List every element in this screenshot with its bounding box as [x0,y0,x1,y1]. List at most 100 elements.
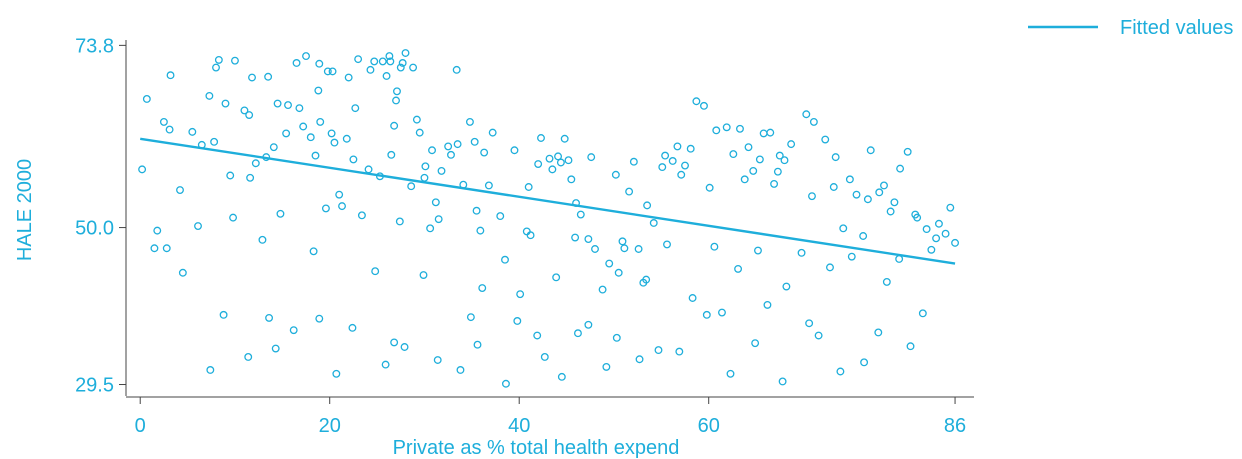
data-point [385,52,394,61]
data-point [328,67,337,76]
data-point [513,317,522,325]
data-point [348,323,357,332]
data-point [611,170,620,179]
data-point [276,209,285,218]
data-point [574,329,582,338]
data-point [802,110,811,119]
data-point [426,224,435,233]
data-point [922,225,931,234]
data-point [292,59,301,67]
data-point [780,156,789,165]
y-ticks: 73.8 50.0 29.5 [75,35,126,397]
data-point [673,142,682,151]
data-point [675,347,684,356]
data-point [386,57,395,66]
data-point [778,377,787,386]
data-point [401,49,410,57]
data-point [941,229,950,238]
data-point [554,152,563,161]
data-point [420,173,429,182]
data-point [874,328,883,337]
data-point [364,165,373,174]
data-point [150,244,159,253]
data-point [335,190,344,199]
y-axis: 73.8 50.0 29.5 HALE 2000 [14,35,127,397]
data-point [754,246,762,255]
data-point [875,188,884,197]
data-point [766,128,775,137]
data-point [205,91,214,100]
data-point [634,245,643,253]
data-point [584,235,593,244]
data-point [212,63,220,72]
data-point [564,156,573,165]
data-point [315,59,324,68]
data-point [444,142,453,151]
data-point [702,310,711,319]
fitted-values-line [140,137,956,265]
data-point [556,158,565,167]
data-point [323,67,332,76]
data-point [282,129,291,138]
data-point [366,65,375,74]
data-point [540,353,549,361]
data-point [722,123,731,132]
data-point [284,101,292,110]
data-point [643,201,652,210]
data-point [576,210,585,219]
y-tick-label: 73.8 [75,35,114,57]
data-point [639,278,648,287]
data-point [658,163,667,172]
data-point [428,146,436,155]
data-point [299,122,308,131]
data-point [605,259,614,268]
data-point [726,369,735,378]
data-point [545,154,554,163]
data-point [906,342,915,351]
data-point [162,244,171,253]
data-point [273,99,282,108]
data-point [496,212,505,221]
data-point [214,55,223,64]
data-point [677,170,686,179]
data-point [890,198,899,207]
data-point [533,331,542,340]
data-point [880,181,888,190]
data-point [852,190,861,199]
data-point [744,143,753,152]
y-axis-title: HALE 2000 [14,159,36,261]
data-point [419,271,428,279]
data-point [407,182,416,191]
scatter-points [138,49,960,388]
data-point [332,369,341,378]
x-tick-label: 86 [944,415,966,437]
data-point [932,234,941,243]
data-point [311,151,320,160]
data-point [516,290,525,299]
data-point [635,355,644,364]
data-point [805,319,814,328]
data-point [501,255,509,264]
data-point [415,128,424,137]
data-point [456,366,465,374]
data-point [895,255,904,263]
data-point [265,313,274,322]
data-point [229,213,238,222]
data-point [433,356,442,364]
data-point [421,162,430,171]
data-point [770,179,779,188]
data-point [736,124,744,133]
data-point [473,340,482,349]
data-point [381,360,390,369]
data-point [614,268,623,277]
data-point [251,159,260,168]
data-point [395,217,404,226]
data-point [178,268,187,277]
data-point [465,117,474,126]
data-point [316,117,325,126]
data-point [378,57,387,66]
data-point [946,203,955,212]
data-point [321,204,330,213]
legend-label-fitted-values: Fitted values [1120,17,1233,39]
data-point [478,284,487,293]
